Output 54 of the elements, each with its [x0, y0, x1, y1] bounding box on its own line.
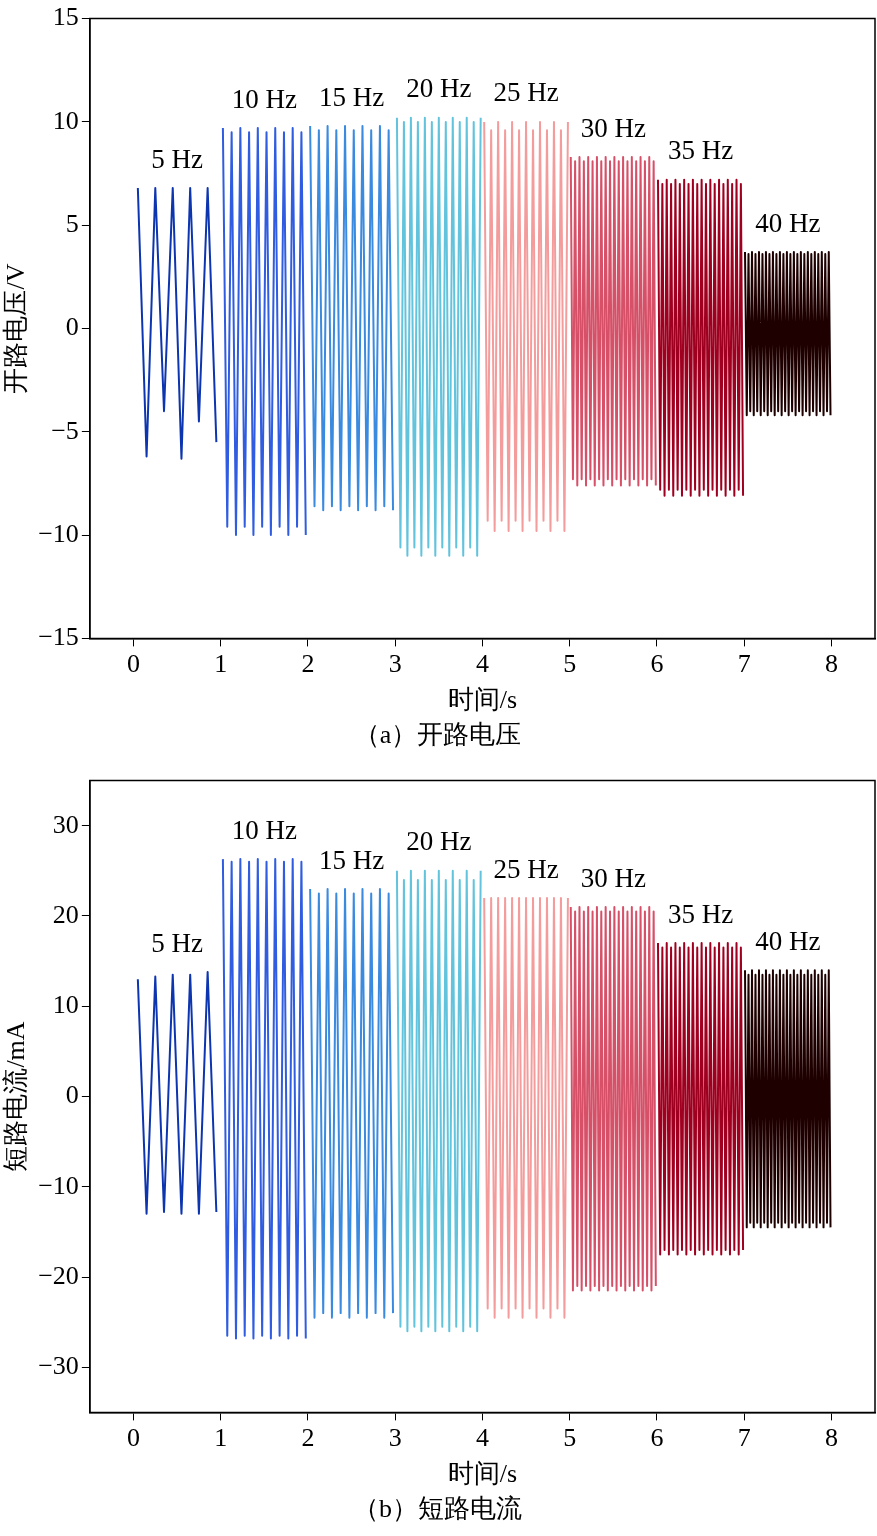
x-tick-label: 0 [126, 648, 140, 678]
series-label: 5 Hz [151, 143, 203, 174]
series-label: 15 Hz [318, 81, 385, 112]
y-tick-label: 30 [52, 809, 79, 839]
y-tick-label: 0 [65, 1080, 79, 1110]
x-tick-label: 4 [475, 1422, 489, 1452]
series-label: 20 Hz [406, 73, 472, 104]
y-tick-label: 20 [52, 899, 79, 929]
series-label: 40 Hz [755, 207, 821, 238]
x-tick-label: 2 [301, 1422, 315, 1452]
series-label: 10 Hz [231, 83, 297, 114]
series-label: 30 Hz [580, 112, 646, 143]
series-label: 40 Hz [755, 925, 821, 956]
x-axis-title: 时间/s [447, 685, 518, 715]
x-axis-title: 时间/s [447, 1459, 518, 1489]
x-tick-label: 5 [563, 1422, 577, 1452]
x-tick-label: 7 [737, 648, 751, 678]
y-tick-label: −30 [38, 1351, 79, 1381]
y-axis-title: 开路电压/V [1, 263, 31, 394]
x-tick-label: 1 [214, 1422, 228, 1452]
series-label: 20 Hz [406, 826, 472, 857]
x-tick-label: 5 [563, 648, 577, 678]
x-tick-label: 4 [475, 648, 489, 678]
y-tick-label: 0 [65, 312, 79, 342]
x-tick-label: 3 [388, 648, 402, 678]
y-tick-label: −15 [38, 622, 79, 652]
x-tick-label: 7 [737, 1422, 751, 1452]
series-label: 35 Hz [667, 135, 734, 166]
series-label: 5 Hz [151, 927, 203, 958]
y-tick-label: −10 [38, 518, 79, 548]
x-tick-label: 2 [301, 648, 315, 678]
y-tick-label: 15 [52, 2, 79, 32]
y-axis-title: 短路电流/mA [1, 1021, 31, 1172]
y-tick-label: 10 [52, 105, 79, 135]
series-label: 10 Hz [231, 814, 297, 845]
series-label: 15 Hz [318, 844, 385, 875]
series-label: 35 Hz [667, 898, 734, 929]
x-tick-label: 3 [388, 1422, 402, 1452]
x-tick-label: 8 [824, 648, 838, 678]
y-tick-label: −5 [51, 415, 79, 445]
series-label: 30 Hz [580, 862, 646, 893]
y-tick-label: −20 [38, 1260, 79, 1290]
series-label: 25 Hz [493, 77, 559, 108]
x-tick-label: 6 [650, 1422, 664, 1452]
y-tick-label: −10 [38, 1170, 79, 1200]
series-label: 25 Hz [493, 853, 559, 884]
x-tick-label: 6 [650, 648, 664, 678]
y-tick-label: 10 [52, 990, 79, 1020]
y-tick-label: 5 [65, 209, 79, 239]
text: （b）短路电流 [353, 1494, 522, 1524]
x-tick-label: 0 [126, 1422, 140, 1452]
text: （a）开路电压 [353, 720, 522, 750]
x-tick-label: 8 [824, 1422, 838, 1452]
x-tick-label: 1 [214, 648, 228, 678]
